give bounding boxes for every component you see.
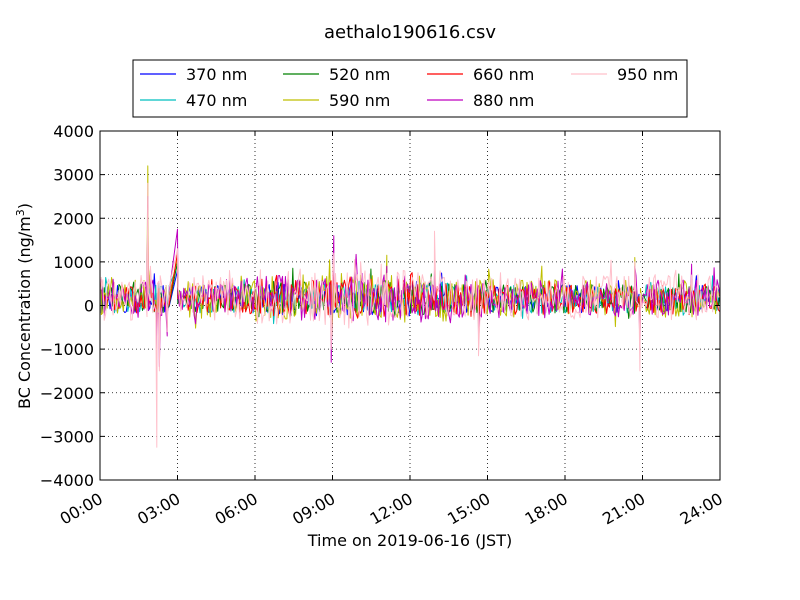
y-tick-label: −4000 xyxy=(40,471,94,490)
legend-label: 470 nm xyxy=(186,91,247,110)
y-tick-label: 0 xyxy=(84,297,94,316)
y-axis-label-sup: 3 xyxy=(14,209,27,216)
y-tick-label: 2000 xyxy=(53,209,94,228)
x-axis-label: Time on 2019-06-16 (JST) xyxy=(307,531,512,550)
y-tick-label: 3000 xyxy=(53,166,94,185)
legend-label: 660 nm xyxy=(473,65,534,84)
y-axis-label-close: ) xyxy=(15,203,34,209)
legend-label: 520 nm xyxy=(329,65,390,84)
chart-title: aethalo190616.csv xyxy=(324,22,496,43)
series-line xyxy=(100,182,720,448)
legend-label: 590 nm xyxy=(329,91,390,110)
y-axis-label-main: BC Concentration (ng/m xyxy=(15,216,34,409)
y-tick-label: −1000 xyxy=(40,340,94,359)
legend-label: 880 nm xyxy=(473,91,534,110)
y-tick-label: −3000 xyxy=(40,427,94,446)
legend-label: 370 nm xyxy=(186,65,247,84)
series-line xyxy=(100,204,720,350)
legend-label: 950 nm xyxy=(617,65,678,84)
legend: 370 nm 470 nm 520 nm 590 nm 660 nm 880 nm 950 … xyxy=(132,59,688,118)
y-axis-label: BC Concentration (ng/m3) xyxy=(14,203,35,409)
y-axis: −4000 −3000 −2000 −1000 0 1000 2000 3000 4000 xyxy=(40,122,720,490)
y-tick-label: −2000 xyxy=(40,384,94,403)
legend-box xyxy=(132,59,688,118)
y-tick-label: 1000 xyxy=(53,253,94,272)
y-tick-label: 4000 xyxy=(53,122,94,141)
series-lines xyxy=(100,165,720,448)
